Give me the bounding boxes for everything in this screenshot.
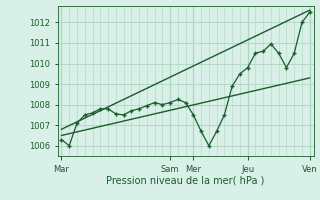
X-axis label: Pression niveau de la mer( hPa ): Pression niveau de la mer( hPa ) <box>107 175 265 185</box>
